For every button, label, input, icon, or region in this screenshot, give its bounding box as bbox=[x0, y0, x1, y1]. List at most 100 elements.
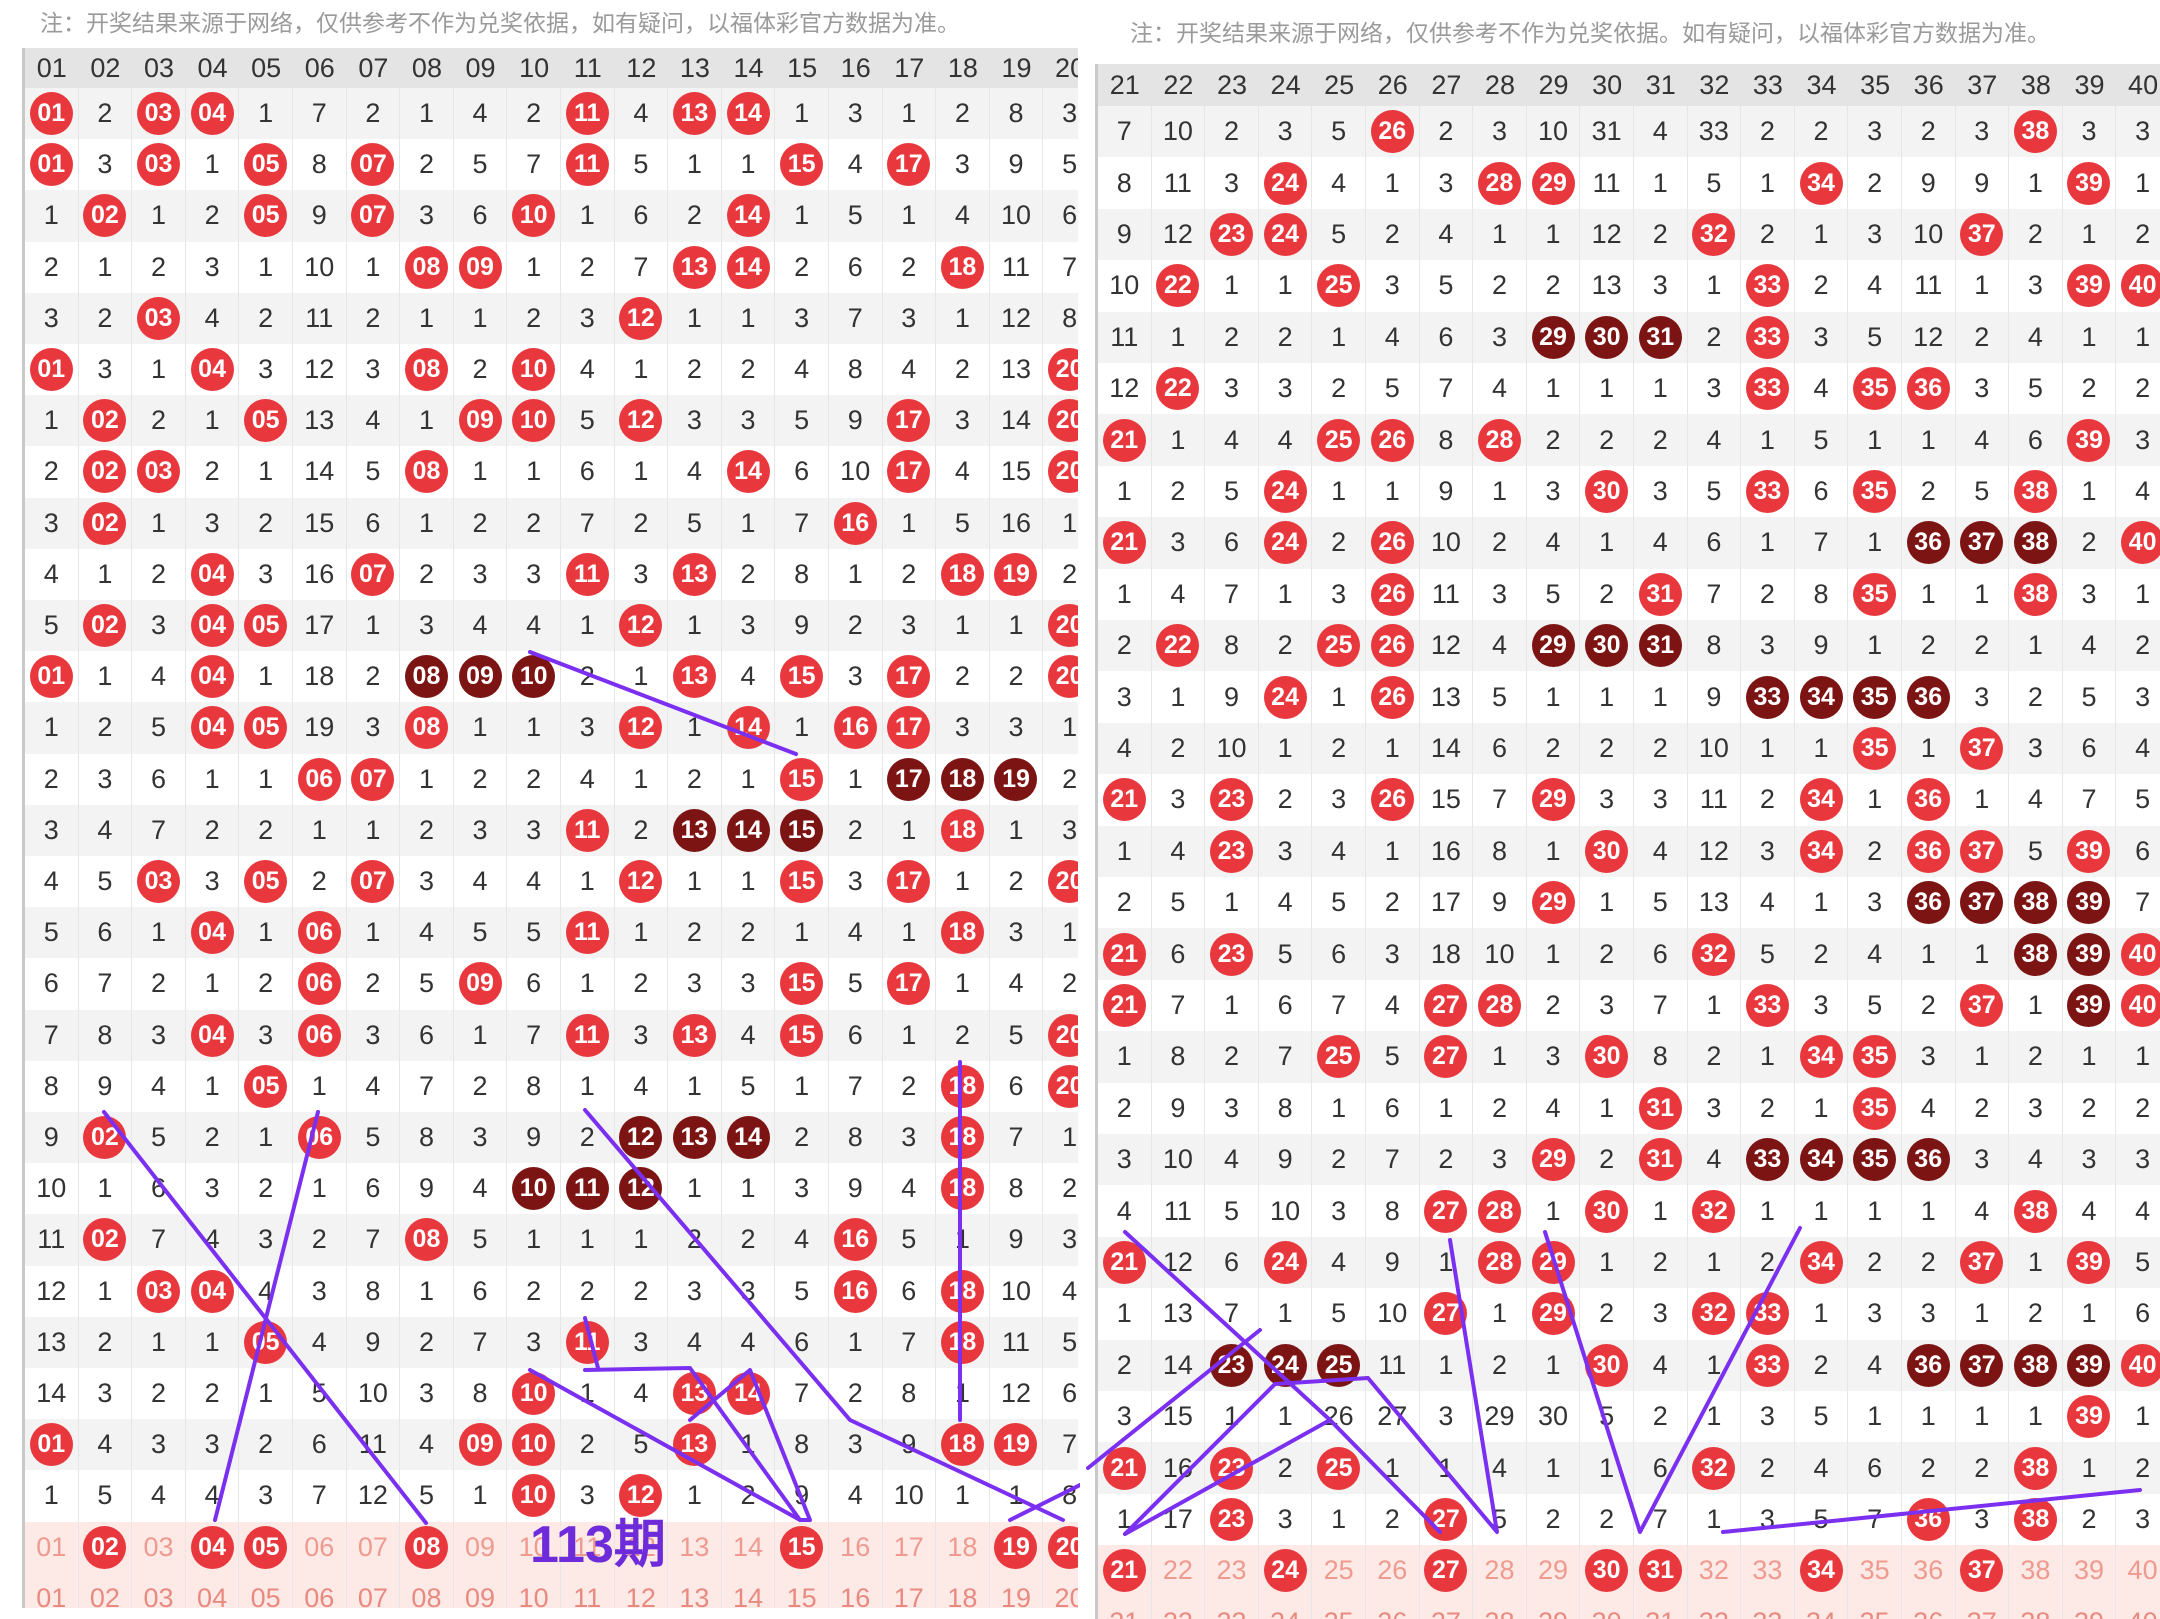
selected-cell[interactable]: 37 bbox=[1956, 1545, 2010, 1597]
selected-ball[interactable]: 15 bbox=[780, 1525, 824, 1569]
column-header[interactable]: 33 bbox=[1752, 69, 1783, 100]
selectable-number[interactable]: 17 bbox=[883, 1521, 937, 1573]
column-header[interactable]: 29 bbox=[1538, 69, 1569, 100]
selectable-number[interactable]: 18 bbox=[936, 1521, 990, 1573]
selected-ball[interactable]: 02 bbox=[83, 1525, 127, 1569]
selectable-number[interactable]: 36 bbox=[1902, 1545, 1956, 1597]
column-header[interactable]: 03 bbox=[143, 52, 174, 83]
selected-ball[interactable]: 05 bbox=[244, 1525, 288, 1569]
selectable-number[interactable]: 07 bbox=[347, 1521, 401, 1573]
column-header[interactable]: 25 bbox=[1324, 69, 1355, 100]
selected-ball[interactable]: 21 bbox=[1102, 1549, 1146, 1593]
column-header[interactable]: 36 bbox=[1913, 69, 1944, 100]
selectable-number[interactable]: 28 bbox=[1473, 1545, 1527, 1597]
selected-ball[interactable]: 27 bbox=[1424, 1549, 1468, 1593]
selected-cell[interactable]: 21 bbox=[1098, 1545, 1152, 1597]
selectable-number[interactable]: 13 bbox=[668, 1521, 722, 1573]
column-header[interactable]: 20 bbox=[1055, 52, 1078, 83]
selected-ball[interactable]: 34 bbox=[1799, 1549, 1843, 1593]
selected-ball[interactable]: 30 bbox=[1585, 1549, 1629, 1593]
selection-row[interactable]: 21 22 23 24 25 26 27 28 29 30 31 32 33 34 35 36 37 38 39 40 bbox=[1098, 1545, 2160, 1597]
selectable-number[interactable]: 33 bbox=[1741, 1545, 1795, 1597]
column-header[interactable]: 13 bbox=[679, 52, 710, 83]
selected-ball[interactable]: 31 bbox=[1638, 1549, 1682, 1593]
selectable-number[interactable]: 22 bbox=[1152, 1545, 1206, 1597]
column-header[interactable]: 17 bbox=[894, 52, 925, 83]
column-header[interactable]: 18 bbox=[947, 52, 978, 83]
column-header[interactable]: 32 bbox=[1699, 69, 1730, 100]
selected-cell[interactable]: 04 bbox=[186, 1521, 240, 1573]
right-trend-table[interactable]: 21 22 23 24 25 26 27 28 29 30 31 32 33 34 35 36 37 38 39 40… bbox=[1095, 64, 2160, 1619]
column-header[interactable]: 12 bbox=[626, 52, 657, 83]
column-header[interactable]: 31 bbox=[1645, 69, 1676, 100]
column-header[interactable]: 09 bbox=[465, 52, 496, 83]
selectable-number[interactable]: 11 bbox=[561, 1521, 615, 1573]
selectable-number[interactable]: 12 bbox=[615, 1521, 669, 1573]
selectable-number[interactable]: 06 bbox=[293, 1521, 347, 1573]
selected-cell[interactable]: 30 bbox=[1580, 1545, 1634, 1597]
column-header[interactable]: 19 bbox=[1001, 52, 1032, 83]
selected-cell[interactable]: 02 bbox=[79, 1521, 133, 1573]
selected-cell[interactable]: 20 bbox=[1043, 1522, 1078, 1573]
column-header[interactable]: 14 bbox=[733, 52, 764, 83]
column-header[interactable]: 21 bbox=[1109, 69, 1140, 100]
column-header[interactable]: 35 bbox=[1860, 69, 1891, 100]
column-header[interactable]: 28 bbox=[1484, 69, 1515, 100]
column-header[interactable]: 04 bbox=[197, 52, 228, 83]
selected-cell[interactable]: 15 bbox=[775, 1521, 829, 1573]
selected-ball[interactable]: 08 bbox=[404, 1525, 448, 1569]
selected-cell[interactable]: 31 bbox=[1634, 1545, 1688, 1597]
selectable-number[interactable]: 10 bbox=[507, 1521, 561, 1573]
column-header[interactable]: 01 bbox=[36, 52, 67, 83]
selected-cell[interactable]: 24 bbox=[1259, 1545, 1313, 1597]
column-header[interactable]: 05 bbox=[251, 52, 282, 83]
column-header[interactable]: 37 bbox=[1967, 69, 1998, 100]
selected-ball[interactable]: 37 bbox=[1960, 1549, 2004, 1593]
miss-count-cell: 1 bbox=[1152, 671, 1206, 723]
column-header[interactable]: 08 bbox=[411, 52, 442, 83]
column-header[interactable]: 38 bbox=[2020, 69, 2051, 100]
column-header[interactable]: 30 bbox=[1592, 69, 1623, 100]
selectable-number[interactable]: 40 bbox=[2116, 1545, 2160, 1596]
selectable-number[interactable]: 09 bbox=[454, 1521, 508, 1573]
selectable-number[interactable]: 39 bbox=[2063, 1545, 2117, 1597]
selected-ball[interactable]: 04 bbox=[190, 1525, 234, 1569]
selected-ball[interactable]: 20 bbox=[1048, 1525, 1078, 1569]
selectable-number[interactable]: 16 bbox=[829, 1521, 883, 1573]
column-header[interactable]: 39 bbox=[2074, 69, 2105, 100]
column-header[interactable]: 40 bbox=[2128, 69, 2159, 100]
selectable-number[interactable]: 14 bbox=[722, 1521, 776, 1573]
selected-cell[interactable]: 05 bbox=[239, 1521, 293, 1573]
column-header[interactable]: 10 bbox=[519, 52, 550, 83]
selected-ball[interactable]: 24 bbox=[1263, 1549, 1307, 1593]
selectable-number[interactable]: 25 bbox=[1312, 1545, 1366, 1597]
column-header[interactable]: 11 bbox=[573, 52, 602, 83]
selected-cell[interactable]: 08 bbox=[400, 1521, 454, 1573]
column-header[interactable]: 02 bbox=[90, 52, 121, 83]
column-header[interactable]: 15 bbox=[787, 52, 818, 83]
selectable-number[interactable]: 32 bbox=[1688, 1545, 1742, 1597]
selected-ball[interactable]: 19 bbox=[994, 1525, 1038, 1569]
column-header[interactable]: 22 bbox=[1163, 69, 1194, 100]
column-header[interactable]: 23 bbox=[1216, 69, 1247, 100]
selected-cell[interactable]: 34 bbox=[1795, 1545, 1849, 1597]
column-header[interactable]: 34 bbox=[1806, 69, 1837, 100]
column-header[interactable]: 26 bbox=[1377, 69, 1408, 100]
selectable-number[interactable]: 23 bbox=[1205, 1545, 1259, 1597]
left-trend-table[interactable]: 01 02 03 04 05 06 07 08 09 10 11 12 13 14 15 16 17 18 19 2 0… bbox=[22, 48, 1078, 1608]
column-header[interactable]: 24 bbox=[1270, 69, 1301, 100]
selectable-number[interactable]: 29 bbox=[1527, 1545, 1581, 1597]
column-header[interactable]: 07 bbox=[358, 52, 389, 83]
selectable-number[interactable]: 01 bbox=[25, 1521, 79, 1573]
selectable-number[interactable]: 26 bbox=[1366, 1545, 1420, 1597]
selected-cell[interactable]: 19 bbox=[990, 1521, 1044, 1573]
column-header[interactable]: 27 bbox=[1431, 69, 1462, 100]
selected-cell[interactable]: 27 bbox=[1420, 1545, 1474, 1597]
selectable-number[interactable]: 35 bbox=[1848, 1545, 1902, 1597]
column-header[interactable]: 06 bbox=[304, 52, 335, 83]
selectable-number[interactable]: 03 bbox=[132, 1521, 186, 1573]
hit-cell: 32 bbox=[1688, 1185, 1742, 1237]
selectable-number[interactable]: 38 bbox=[2009, 1545, 2063, 1597]
column-header[interactable]: 16 bbox=[840, 52, 871, 83]
